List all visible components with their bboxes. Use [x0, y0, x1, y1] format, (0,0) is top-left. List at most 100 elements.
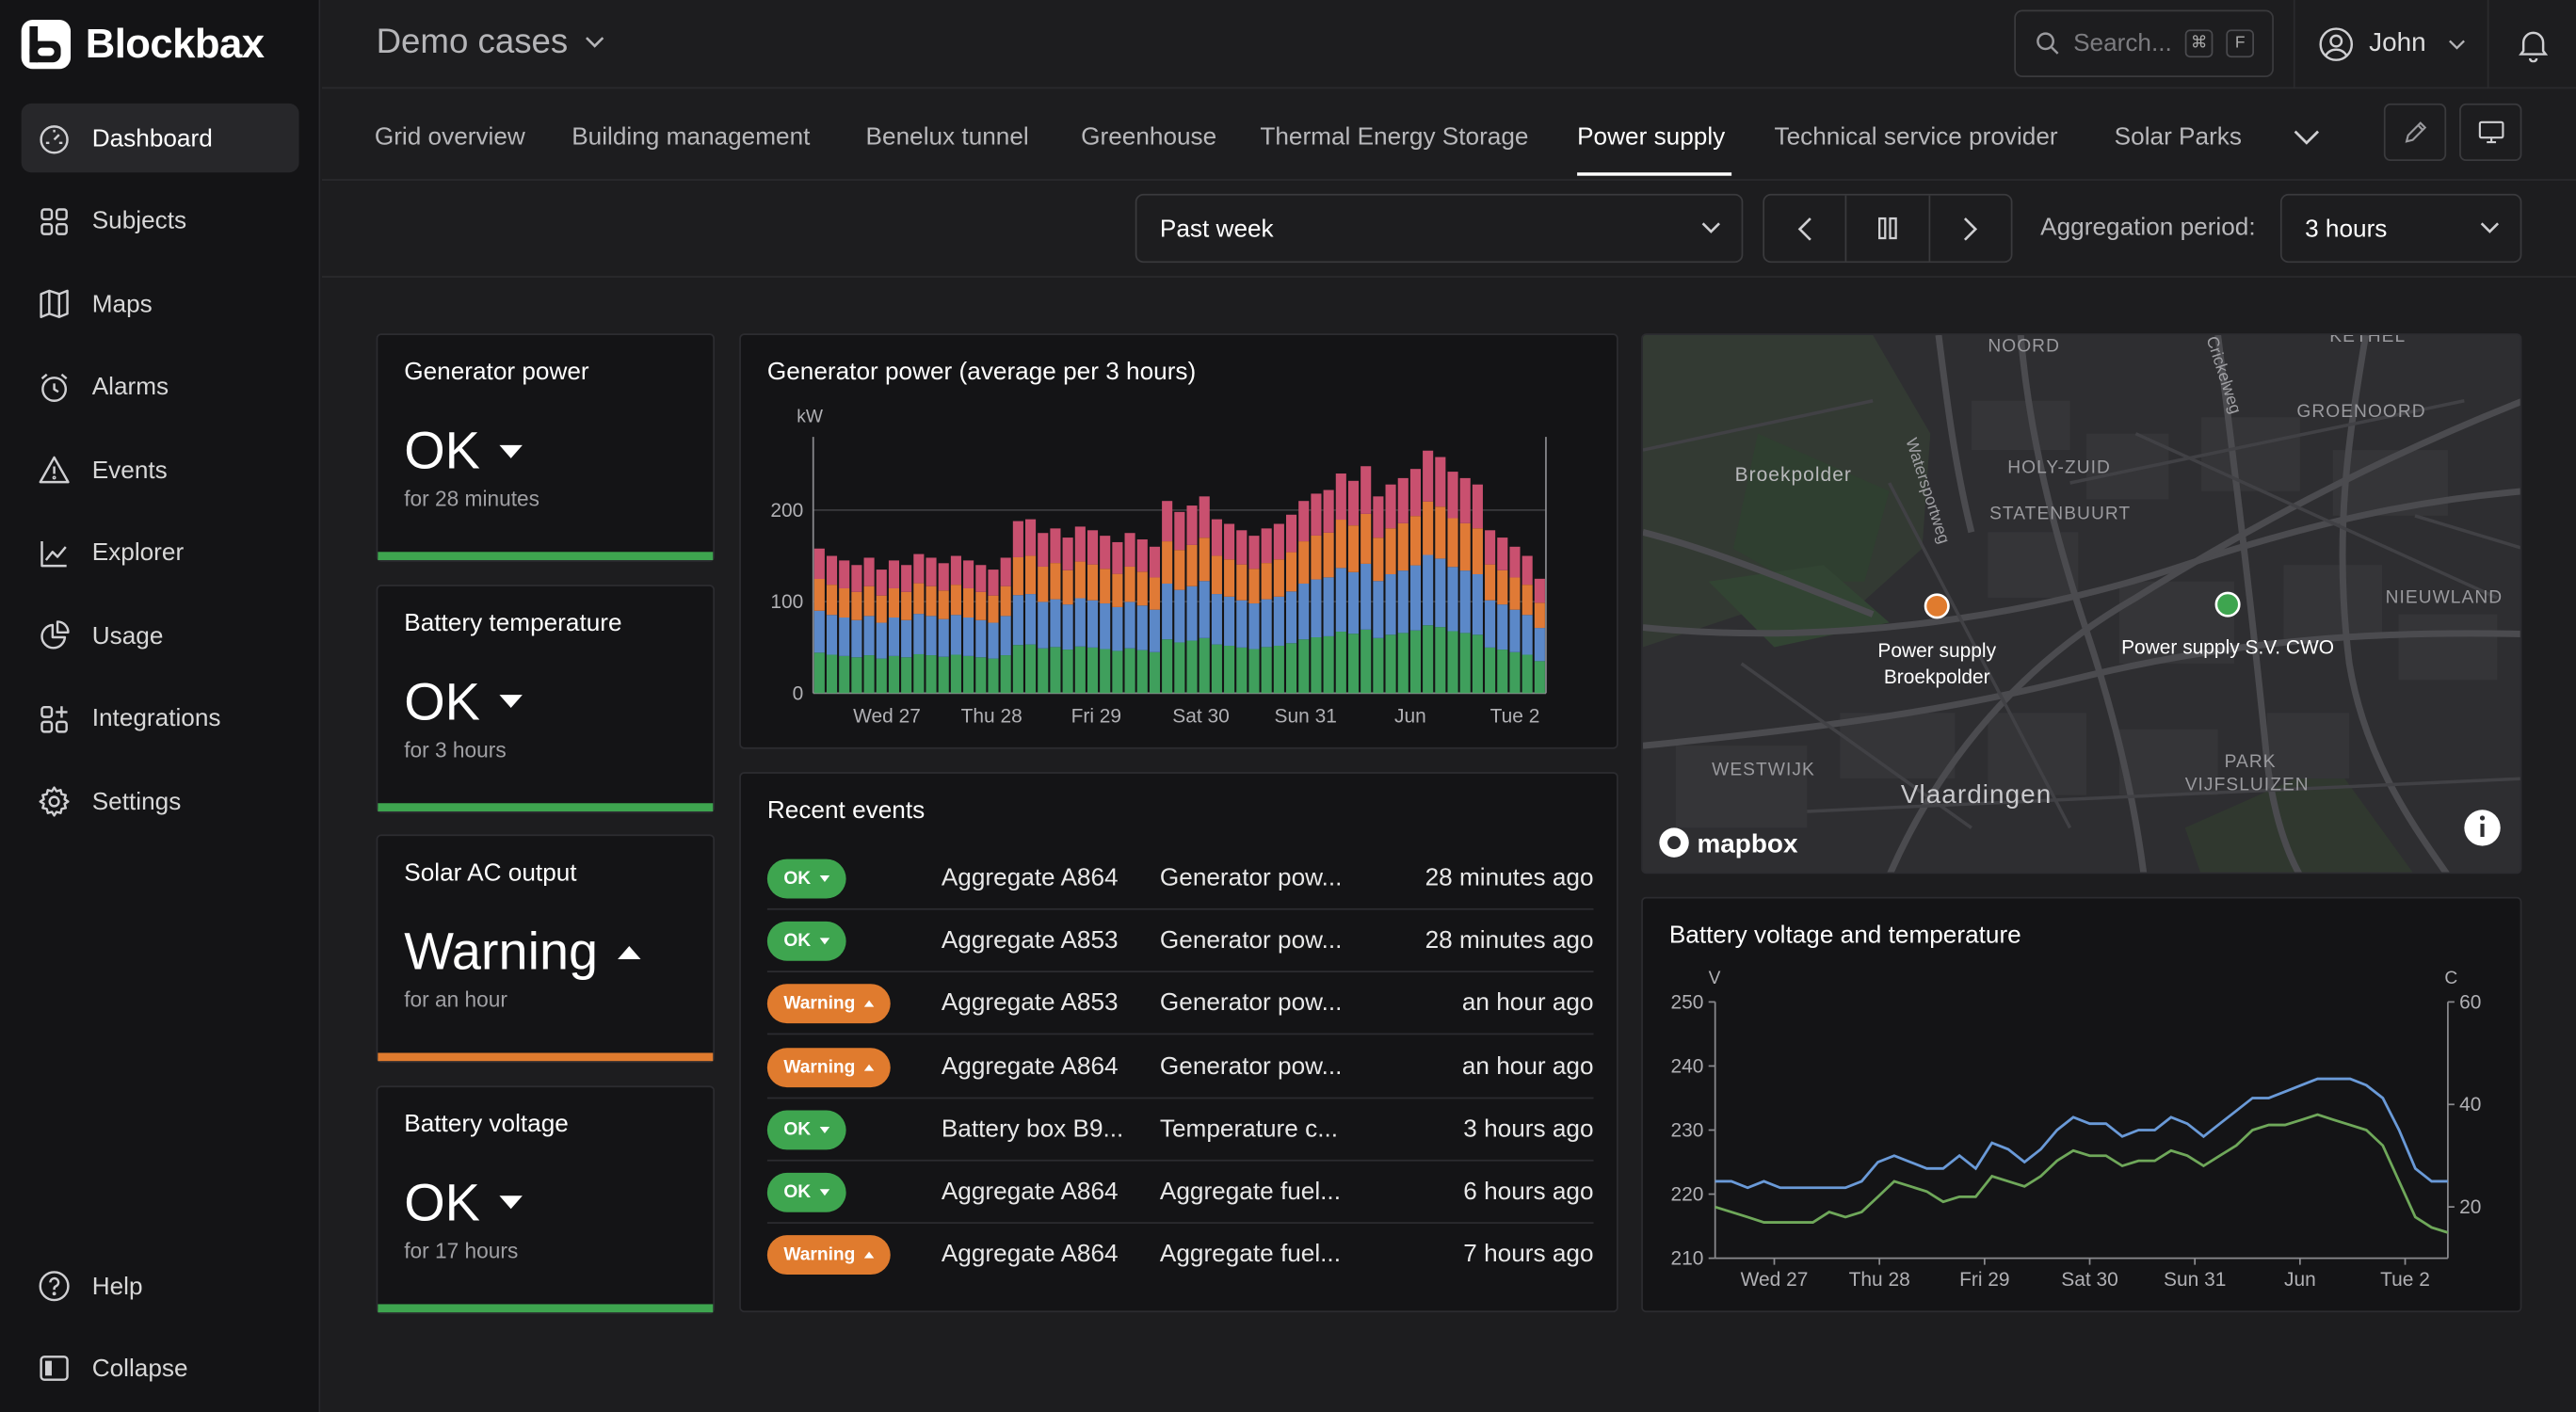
monitor-icon	[2477, 120, 2504, 144]
bar-segment	[1323, 532, 1334, 578]
bar-segment	[1360, 466, 1372, 514]
bar-segment	[1521, 585, 1533, 616]
bar-segment	[1074, 526, 1086, 562]
event-row[interactable]: Warning Aggregate A853 Generator pow... an …	[766, 973, 1594, 1035]
bar-segment	[888, 617, 900, 656]
edit-dashboard-button[interactable]	[2383, 103, 2447, 162]
bar-segment	[1149, 651, 1161, 694]
event-row[interactable]: OK Aggregate A864 Generator pow... 28 minut…	[766, 847, 1594, 910]
event-row[interactable]: OK Aggregate A864 Aggregate fuel... 6 hours…	[766, 1162, 1594, 1224]
status-duration: for 3 hours	[404, 736, 507, 762]
search-input[interactable]: Search... ⌘ F	[2014, 9, 2274, 78]
pie-chart-icon	[40, 620, 70, 650]
bar-segment	[1509, 577, 1521, 610]
event-subject: Aggregate A864	[941, 1178, 1119, 1206]
badge-label: OK	[783, 931, 812, 952]
bar-segment	[1335, 473, 1346, 521]
bar-segment	[1447, 631, 1458, 694]
more-tabs-chevron-icon[interactable]	[2294, 130, 2320, 146]
map-view[interactable]: NOORD KETHEL GROENOORD Broekpolder HOLY-ZUID…	[1642, 334, 2522, 874]
bar-segment	[1211, 644, 1222, 694]
map-label: Broekpolder	[1735, 464, 1852, 486]
bar-segment	[1286, 643, 1297, 694]
bar-segment	[1298, 541, 1310, 584]
event-metric: Aggregate fuel...	[1159, 1178, 1341, 1206]
user-name: John	[2369, 29, 2426, 58]
tab-building-management[interactable]: Building management	[572, 122, 811, 152]
tab-greenhouse[interactable]: Greenhouse	[1081, 122, 1217, 152]
sidebar-item-alarms[interactable]: Alarms	[22, 352, 299, 421]
map-marker-svcwo	[2214, 591, 2241, 618]
warning-triangle-icon	[39, 456, 70, 484]
badge-label: OK	[783, 1182, 812, 1203]
tab-thermal-energy-storage[interactable]: Thermal Energy Storage	[1260, 122, 1529, 152]
bell-icon	[2518, 31, 2548, 63]
left-tick-label: 230	[1671, 1119, 1704, 1141]
sidebar-item-integrations[interactable]: Integrations	[22, 684, 299, 753]
fullscreen-display-button[interactable]	[2459, 103, 2522, 162]
marker-label: Power supply S.V. CWO	[2121, 636, 2334, 658]
bar-segment	[1136, 571, 1148, 606]
help-button[interactable]: Help	[22, 1252, 299, 1321]
tab-benelux-tunnel[interactable]: Benelux tunnel	[865, 122, 1029, 152]
aggregation-select[interactable]: 3 hours	[2279, 193, 2522, 264]
map-card[interactable]: NOORD KETHEL GROENOORD Broekpolder HOLY-ZUID…	[1641, 333, 2522, 874]
status-card-battery-voltage[interactable]: Battery voltage OK for 17 hours	[376, 1084, 716, 1314]
left-tick-label: 240	[1671, 1055, 1704, 1077]
sidebar-item-maps[interactable]: Maps	[22, 269, 299, 338]
tab-grid-overview[interactable]: Grid overview	[374, 122, 525, 152]
project-selector[interactable]: Demo cases	[377, 23, 604, 62]
bar-segment	[1497, 604, 1508, 650]
collapse-label: Collapse	[91, 1354, 188, 1383]
sidebar-item-dashboard[interactable]: Dashboard	[21, 103, 299, 173]
sidebar-item-settings[interactable]: Settings	[22, 767, 299, 836]
bar-segment	[1397, 477, 1409, 523]
app-logo[interactable]: Blockbax	[20, 18, 265, 71]
app-name: Blockbax	[85, 20, 265, 67]
status-card-generator-power[interactable]: Generator power OK for 28 minutes	[376, 333, 716, 562]
pause-button[interactable]	[1847, 195, 1930, 262]
notifications-button[interactable]	[2487, 0, 2576, 89]
event-row[interactable]: Warning Aggregate A864 Generator pow... an …	[766, 1035, 1594, 1099]
help-label: Help	[91, 1272, 143, 1301]
previous-period-button[interactable]	[1764, 195, 1847, 262]
badge-label: OK	[783, 869, 812, 889]
generator-power-chart-card: Generator power (average per 3 hours) kW…	[739, 333, 1618, 749]
sidebar-item-events[interactable]: Events	[22, 435, 299, 504]
bar-segment	[1112, 650, 1123, 694]
tab-solar-parks[interactable]: Solar Parks	[2114, 122, 2242, 152]
sidebar-item-usage[interactable]: Usage	[22, 602, 299, 670]
bar-segment	[1100, 603, 1111, 650]
event-row[interactable]: OK Battery box B9... Temperature c... 3 hou…	[766, 1099, 1594, 1162]
bar-segment	[1323, 489, 1334, 533]
status-card-solar-ac-output[interactable]: Solar AC output Warning for an hour	[376, 834, 716, 1063]
help-circle-icon	[39, 1271, 70, 1302]
x-tick-label: Thu 28	[1849, 1269, 1910, 1291]
event-row[interactable]: Warning Aggregate A864 Aggregate fuel... 7 …	[766, 1224, 1594, 1286]
status-text: Warning	[404, 921, 599, 981]
sidebar-item-explorer[interactable]: Explorer	[22, 519, 299, 587]
sidebar-item-label: Explorer	[91, 538, 185, 567]
bar-segment	[1100, 649, 1111, 694]
bar-segment	[1311, 579, 1322, 638]
event-row[interactable]: OK Aggregate A853 Generator pow... 28 minut…	[766, 910, 1594, 973]
user-menu[interactable]: John	[2293, 0, 2487, 89]
status-card-battery-temperature[interactable]: Battery temperature OK for 3 hours	[376, 584, 716, 812]
period-select[interactable]: Past week	[1135, 193, 1744, 264]
chevron-down-icon	[2448, 39, 2465, 49]
next-period-button[interactable]	[1930, 196, 2011, 262]
blockbax-logo-icon	[21, 19, 72, 70]
integrations-icon	[40, 705, 68, 732]
collapse-button[interactable]: Collapse	[22, 1334, 299, 1403]
tab-technical-service-provider[interactable]: Technical service provider	[1774, 122, 2058, 152]
x-tick-label: Sun 31	[2164, 1269, 2226, 1291]
bar-segment	[1012, 556, 1023, 596]
tab-power-supply[interactable]: Power supply	[1577, 122, 1726, 152]
bar-segment	[1273, 559, 1284, 597]
bar-segment	[1199, 637, 1210, 694]
bar-segment	[1311, 493, 1322, 536]
sidebar-item-subjects[interactable]: Subjects	[22, 186, 299, 255]
bar-segment	[1435, 558, 1446, 628]
x-tick-label: Wed 27	[1741, 1269, 1809, 1291]
bar-segment	[1335, 632, 1346, 694]
